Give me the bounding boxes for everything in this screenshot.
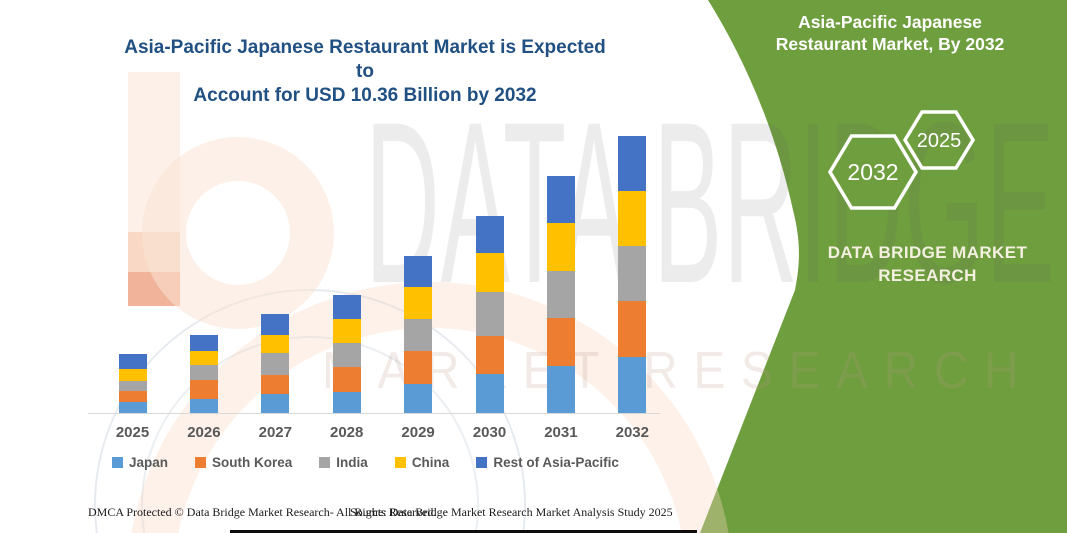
bar-2032-segment-south-korea	[618, 301, 647, 358]
bar-2030-segment-china	[475, 252, 504, 293]
bar-2027-segment-japan	[261, 393, 290, 413]
bar-2031-segment-japan	[546, 366, 575, 413]
bar-2027-segment-south-korea	[261, 374, 290, 394]
bar-2028-segment-japan	[332, 392, 361, 413]
chart-title-line1: Asia-Pacific Japanese Restaurant Market …	[124, 37, 606, 82]
hexagon-2025-label: 2025	[917, 130, 962, 152]
side-panel-title-line2: Restaurant Market, By 2032	[775, 34, 1005, 55]
bar-2027-segment-india	[261, 353, 290, 375]
bar-2026-segment-south-korea	[189, 380, 218, 399]
legend-label-rest-of-asia-pacific: Rest of Asia-Pacific	[493, 455, 619, 470]
bar-2029-segment-rest-of-asia-pacific	[404, 255, 433, 288]
bar-2027	[261, 313, 290, 413]
bar-2025-segment-india	[118, 380, 147, 392]
bar-2027-segment-china	[261, 334, 290, 354]
bar-2032-segment-rest-of-asia-pacific	[618, 135, 647, 191]
side-panel-title: Asia-Pacific Japanese Restaurant Market,…	[740, 11, 1040, 56]
bar-2031	[546, 175, 575, 413]
bar-2031-segment-china	[546, 223, 575, 272]
bar-2028-segment-india	[332, 343, 361, 367]
bottom-divider-line	[230, 530, 697, 533]
bar-2025-segment-china	[118, 369, 147, 381]
bar-2030	[475, 215, 504, 413]
legend-swatch-south-korea	[195, 457, 207, 468]
x-label-2027: 2027	[258, 424, 292, 441]
x-axis-line	[88, 413, 660, 414]
legend-label-south-korea: South Korea	[212, 455, 293, 470]
legend-swatch-japan	[112, 457, 123, 468]
x-label-2026: 2026	[187, 424, 221, 441]
bar-2028	[332, 294, 361, 413]
legend-item-south-korea: South Korea	[195, 455, 292, 470]
bar-2028-segment-rest-of-asia-pacific	[332, 294, 361, 320]
legend-swatch-rest-of-asia-pacific	[476, 457, 488, 468]
legend-label-china: China	[411, 455, 450, 470]
legend-label-japan: Japan	[129, 455, 169, 470]
bar-2029-segment-south-korea	[404, 350, 433, 385]
hexagon-2032	[827, 134, 919, 210]
bar-2029-segment-china	[404, 287, 433, 320]
hexagon-2032-label: 2032	[847, 159, 898, 185]
hexagon-badges: 2032 2025	[827, 110, 976, 210]
chart-title-line2: Account for USD 10.36 Billion by 2032	[193, 84, 537, 106]
bar-2032-segment-china	[618, 190, 647, 246]
x-label-2031: 2031	[544, 424, 578, 441]
bar-2029	[404, 255, 433, 413]
side-panel-title-line1: Asia-Pacific Japanese	[798, 12, 982, 32]
legend-item-china: China	[394, 455, 450, 470]
legend-swatch-china	[394, 457, 406, 468]
green-panel-shape	[700, 0, 1067, 533]
footer-dmca-text: DMCA Protected © Data Bridge Market Rese…	[88, 505, 437, 519]
brand-line2: RESEARCH	[878, 265, 977, 285]
x-label-2032: 2032	[615, 424, 649, 441]
bar-2025-segment-japan	[118, 402, 147, 413]
legend-swatch-india	[319, 457, 331, 468]
bar-2025-segment-south-korea	[118, 391, 147, 403]
brand-line1: DATA BRIDGE MARKET	[827, 243, 1028, 262]
legend-label-india: India	[336, 455, 368, 470]
legend-item-japan: Japan	[112, 455, 168, 470]
bar-2030-segment-south-korea	[475, 335, 504, 374]
bar-2030-segment-japan	[475, 373, 504, 413]
bar-2026-segment-rest-of-asia-pacific	[189, 335, 218, 351]
x-label-2025: 2025	[115, 424, 150, 441]
x-label-2030: 2030	[472, 424, 507, 441]
bar-2026-segment-japan	[189, 398, 218, 413]
bar-2026-segment-india	[189, 365, 218, 381]
chart-title: Asia-Pacific Japanese Restaurant Market …	[115, 36, 615, 107]
bar-2032-segment-japan	[618, 357, 647, 413]
legend: Japan South Korea India China Rest of Asia-P…	[112, 455, 672, 470]
bar-2026-segment-china	[189, 350, 218, 366]
bar-2029-segment-japan	[404, 384, 433, 413]
bar-2025	[118, 354, 147, 413]
brand-name: DATA BRIDGE MARKET RESEARCH	[795, 242, 1060, 288]
hexagon-2025	[902, 110, 976, 170]
legend-item-rest-of-asia-pacific: Rest of Asia-Pacific	[476, 455, 619, 470]
x-label-2029: 2029	[401, 424, 435, 441]
bar-2031-segment-south-korea	[546, 317, 575, 367]
legend-item-india: India	[319, 455, 368, 470]
bar-2026	[189, 335, 218, 413]
bar-2032	[618, 135, 647, 413]
bar-2028-segment-south-korea	[332, 366, 361, 393]
bar-2030-segment-rest-of-asia-pacific	[475, 215, 504, 253]
bar-2030-segment-india	[475, 292, 504, 336]
bar-2028-segment-china	[332, 319, 361, 344]
footer-source-text: Source: Data Bridge Market Research Mark…	[350, 505, 673, 519]
bar-2031-segment-india	[546, 271, 575, 318]
bar-2025-segment-rest-of-asia-pacific	[118, 354, 147, 370]
bar-2031-segment-rest-of-asia-pacific	[546, 175, 575, 224]
bar-2027-segment-rest-of-asia-pacific	[261, 313, 290, 335]
x-label-2028: 2028	[330, 424, 364, 441]
bar-2032-segment-india	[618, 245, 647, 302]
bar-2029-segment-india	[404, 319, 433, 351]
